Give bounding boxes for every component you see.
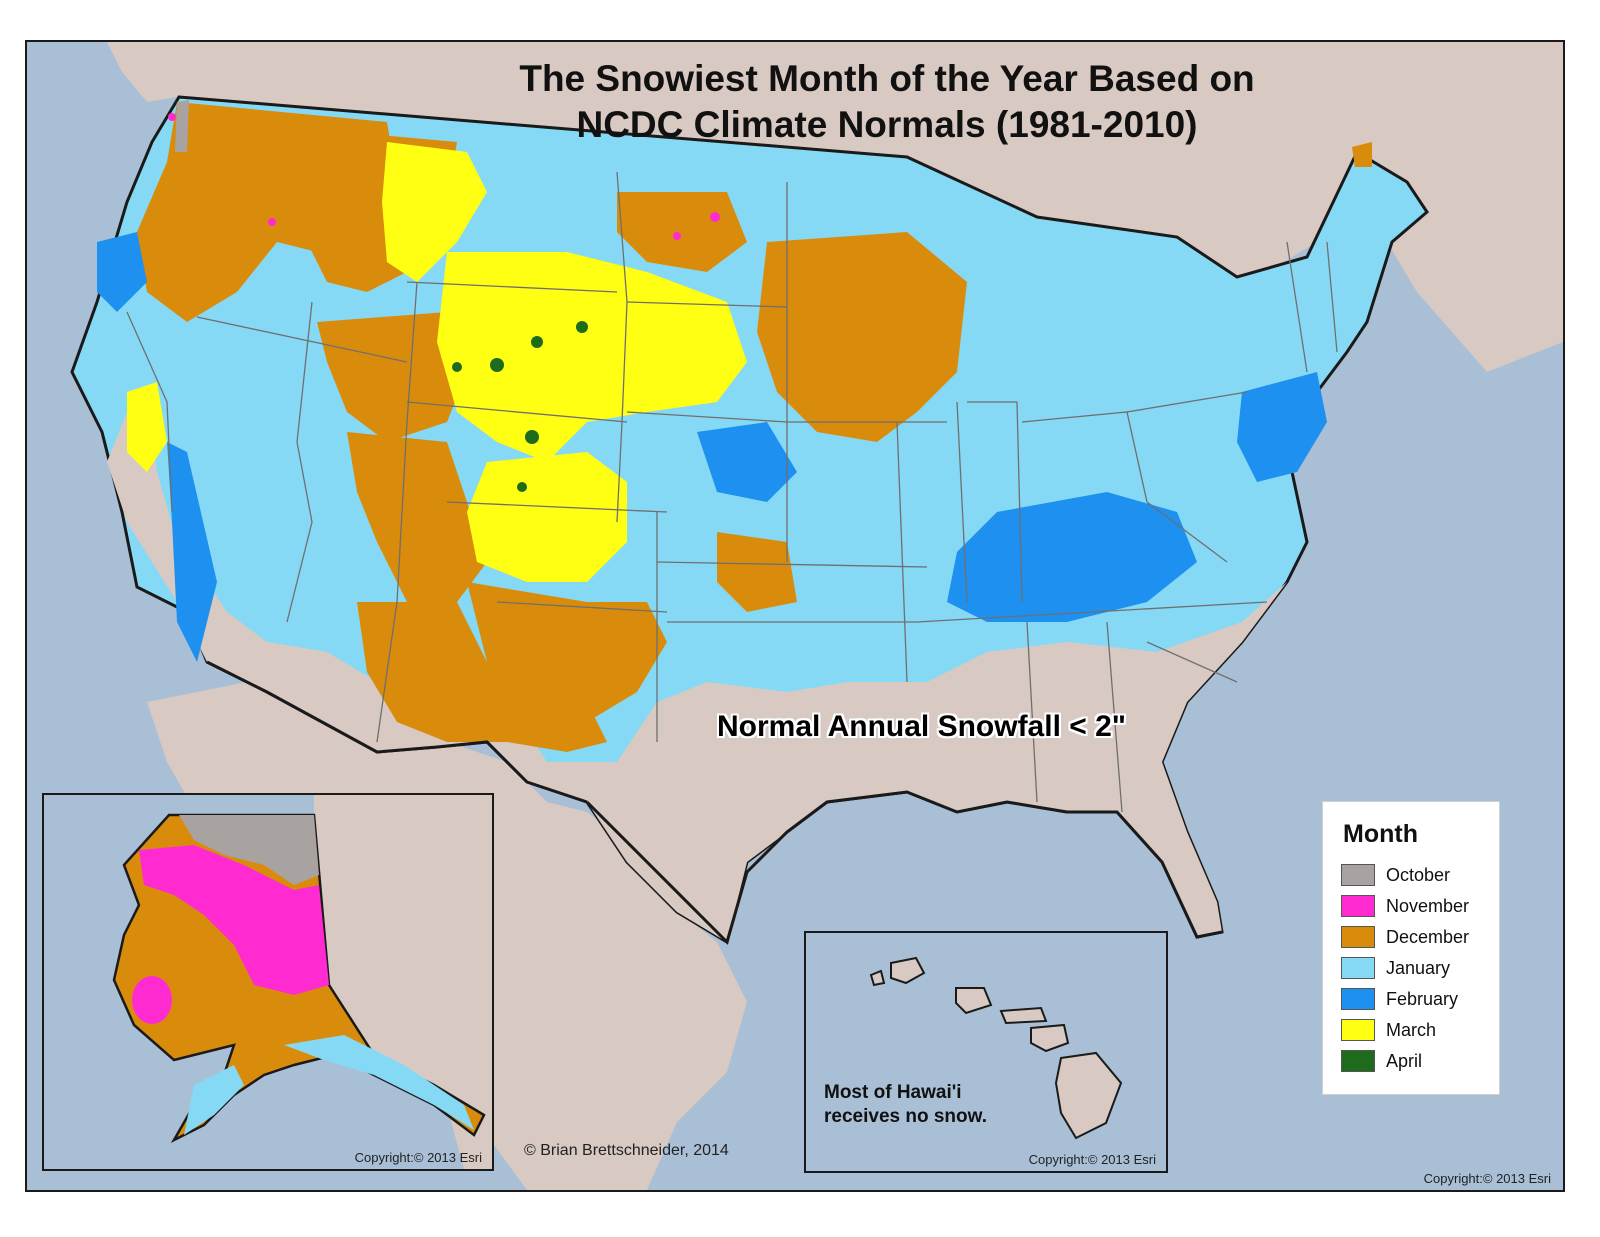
hawaii-note-line-1: Most of Hawai'i: [824, 1082, 962, 1103]
region-november-spot: [268, 218, 276, 226]
region-february-pnw: [97, 232, 147, 312]
legend-swatch: [1341, 895, 1375, 917]
legend-item-march: March: [1341, 1018, 1491, 1042]
alaska-inset: Copyright:© 2013 Esri: [42, 793, 494, 1171]
legend-title: Month: [1343, 820, 1418, 848]
legend-label: April: [1386, 1051, 1423, 1071]
map-title: The Snowiest Month of the Year Based on …: [387, 56, 1387, 148]
legend: Month October November December January …: [1322, 801, 1500, 1095]
region-april-spot: [517, 482, 527, 492]
region-march-mt: [382, 142, 487, 282]
no-snow-annotation: Normal Annual Snowfall < 2": [717, 710, 1127, 743]
region-february-ne-coast: [1237, 372, 1327, 482]
hawaii-map: [869, 956, 1123, 1140]
hawaii-maui: [1030, 1023, 1070, 1053]
hawaii-big-island: [1054, 1051, 1123, 1140]
author-credit: © Brian Brettschneider, 2014: [524, 1142, 729, 1159]
alaska-november-sw: [132, 976, 172, 1024]
alaska-october: [179, 815, 319, 885]
legend-label: November: [1386, 896, 1470, 916]
canada-land-inset: [314, 795, 492, 1169]
region-november-spot: [168, 113, 176, 121]
region-february-sierra: [167, 442, 217, 662]
legend-item-october: October: [1341, 863, 1491, 887]
hawaii-note: Most of Hawai'i receives no snow.: [824, 1081, 987, 1129]
title-line-2: NCDC Climate Normals (1981-2010): [576, 104, 1198, 145]
main-copyright: Copyright:© 2013 Esri: [1423, 1171, 1551, 1186]
legend-label: December: [1386, 927, 1470, 947]
legend-swatch: [1341, 1019, 1375, 1041]
legend-swatch: [1341, 957, 1375, 979]
region-november-spot: [673, 232, 681, 240]
legend-label: January: [1386, 958, 1451, 978]
region-december-ws: [317, 312, 467, 442]
region-december-nd: [617, 192, 747, 272]
alaska-copyright: Copyright:© 2013 Esri: [354, 1150, 482, 1165]
legend-item-february: February: [1341, 987, 1491, 1011]
legend-label: October: [1386, 865, 1451, 885]
hawaii-copyright: Copyright:© 2013 Esri: [1028, 1152, 1156, 1167]
region-december-nw: [137, 102, 397, 322]
region-march-ca: [127, 382, 167, 472]
region-october-me: [1352, 142, 1372, 167]
base-map: [70, 42, 1563, 1190]
legend-swatch: [1341, 926, 1375, 948]
hawaii-molokai: [999, 1006, 1048, 1025]
region-april-spot: [576, 321, 588, 333]
alaska-map: [112, 795, 492, 1169]
legend-item-january: January: [1341, 956, 1491, 980]
legend-item-april: April: [1341, 1049, 1491, 1073]
hawaii-oahu: [955, 987, 993, 1015]
region-december-ks: [717, 532, 797, 612]
legend-swatch: [1341, 988, 1375, 1010]
region-april-spot: [490, 358, 504, 372]
legend-label: February: [1386, 989, 1459, 1009]
state-lines: [126, 171, 1338, 813]
alaska-november: [139, 845, 329, 995]
region-october-wa: [175, 100, 189, 152]
map-frame: The Snowiest Month of the Year Based on …: [25, 40, 1565, 1192]
region-november-spot: [710, 212, 720, 222]
region-march-wy-sd: [437, 252, 747, 462]
alaska-january-south: [284, 1035, 474, 1130]
hawaii-niihau: [869, 969, 886, 987]
region-march-co: [467, 452, 627, 582]
region-february-plains: [697, 422, 797, 502]
region-april-spot: [531, 336, 543, 348]
region-april-spot: [525, 430, 539, 444]
region-december-nm: [467, 582, 667, 722]
hawaii-inset: Most of Hawai'i receives no snow. Copyri…: [804, 931, 1168, 1173]
alaska-january-pen: [184, 1065, 244, 1135]
title-line-1: The Snowiest Month of the Year Based on: [519, 58, 1255, 99]
legend-swatch: [1341, 864, 1375, 886]
legend-swatch: [1341, 1050, 1375, 1072]
region-december-mn: [757, 232, 967, 442]
region-february-ohio-valley: [947, 492, 1197, 622]
hawaii-kauai: [890, 956, 926, 985]
no-snow-area: [107, 402, 1287, 942]
gulf-coast: [585, 790, 1223, 945]
mexico-border: [206, 660, 588, 804]
legend-item-december: December: [1341, 925, 1491, 949]
region-april-spot: [452, 362, 462, 372]
legend-label: March: [1386, 1020, 1437, 1040]
region-december-utah: [347, 432, 487, 602]
legend-item-november: November: [1341, 894, 1491, 918]
hawaii-note-line-2: receives no snow.: [824, 1106, 987, 1127]
